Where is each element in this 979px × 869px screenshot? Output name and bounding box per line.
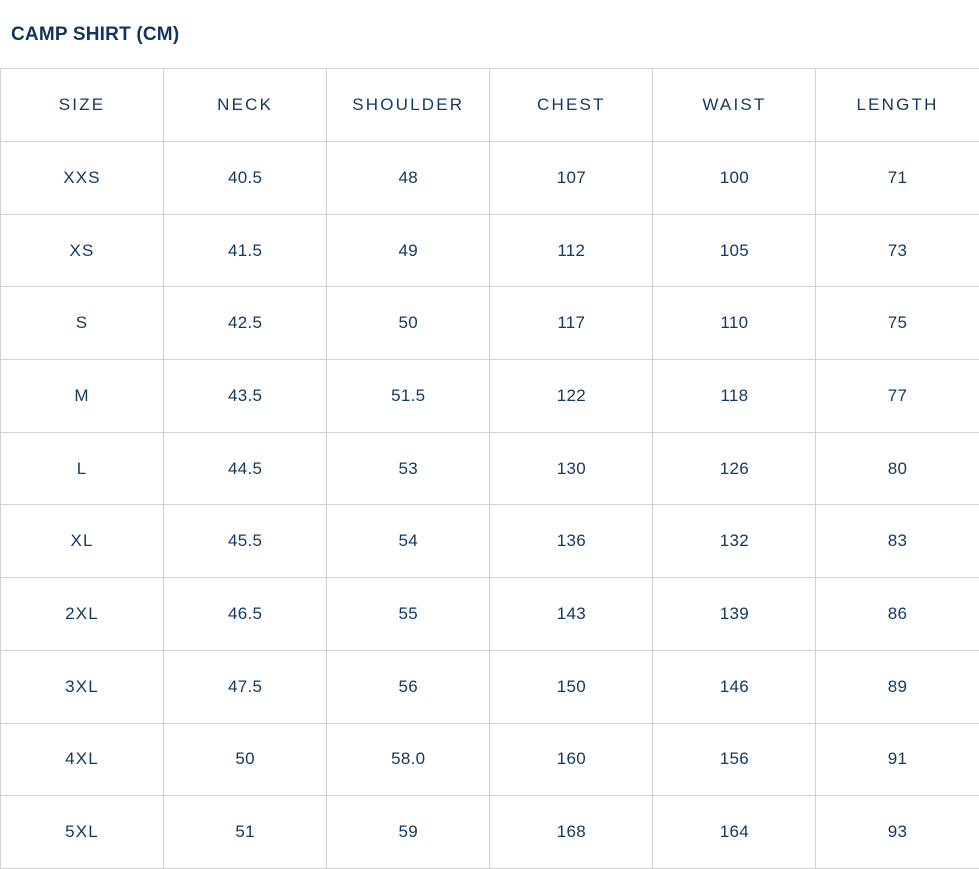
cell-neck: 44.5 — [164, 432, 327, 505]
cell-size: XXS — [1, 142, 164, 215]
column-header-waist: WAIST — [653, 69, 816, 142]
cell-shoulder: 58.0 — [327, 723, 490, 796]
table-header-row: SIZE NECK SHOULDER CHEST WAIST LENGTH — [1, 69, 979, 142]
table-row: M 43.5 51.5 122 118 77 — [1, 360, 979, 433]
cell-length: 80 — [816, 432, 979, 505]
cell-waist: 132 — [653, 505, 816, 578]
cell-shoulder: 56 — [327, 650, 490, 723]
cell-chest: 150 — [490, 650, 653, 723]
cell-waist: 126 — [653, 432, 816, 505]
cell-shoulder: 51.5 — [327, 360, 490, 433]
cell-size: M — [1, 360, 164, 433]
cell-waist: 156 — [653, 723, 816, 796]
cell-neck: 46.5 — [164, 578, 327, 651]
table-row: 4XL 50 58.0 160 156 91 — [1, 723, 979, 796]
cell-size: 4XL — [1, 723, 164, 796]
cell-neck: 50 — [164, 723, 327, 796]
cell-size: L — [1, 432, 164, 505]
cell-waist: 146 — [653, 650, 816, 723]
cell-chest: 143 — [490, 578, 653, 651]
table-row: 2XL 46.5 55 143 139 86 — [1, 578, 979, 651]
table-row: XL 45.5 54 136 132 83 — [1, 505, 979, 578]
cell-neck: 43.5 — [164, 360, 327, 433]
column-header-shoulder: SHOULDER — [327, 69, 490, 142]
cell-waist: 100 — [653, 142, 816, 215]
cell-chest: 160 — [490, 723, 653, 796]
table-header: SIZE NECK SHOULDER CHEST WAIST LENGTH — [1, 69, 979, 142]
cell-chest: 168 — [490, 796, 653, 869]
cell-neck: 40.5 — [164, 142, 327, 215]
cell-neck: 47.5 — [164, 650, 327, 723]
cell-neck: 45.5 — [164, 505, 327, 578]
cell-length: 71 — [816, 142, 979, 215]
cell-shoulder: 59 — [327, 796, 490, 869]
table-row: S 42.5 50 117 110 75 — [1, 287, 979, 360]
cell-chest: 130 — [490, 432, 653, 505]
cell-waist: 110 — [653, 287, 816, 360]
cell-length: 93 — [816, 796, 979, 869]
table-row: XS 41.5 49 112 105 73 — [1, 214, 979, 287]
cell-size: 5XL — [1, 796, 164, 869]
column-header-neck: NECK — [164, 69, 327, 142]
size-chart-table: SIZE NECK SHOULDER CHEST WAIST LENGTH XX… — [0, 68, 979, 869]
cell-shoulder: 54 — [327, 505, 490, 578]
table-body: XXS 40.5 48 107 100 71 XS 41.5 49 112 10… — [1, 142, 979, 869]
size-chart-page: CAMP SHIRT (CM) SIZE NECK SHOULDER CHEST… — [0, 0, 979, 841]
cell-shoulder: 53 — [327, 432, 490, 505]
cell-chest: 122 — [490, 360, 653, 433]
cell-neck: 51 — [164, 796, 327, 869]
cell-chest: 107 — [490, 142, 653, 215]
cell-length: 73 — [816, 214, 979, 287]
cell-chest: 112 — [490, 214, 653, 287]
cell-waist: 105 — [653, 214, 816, 287]
cell-length: 75 — [816, 287, 979, 360]
cell-size: 3XL — [1, 650, 164, 723]
cell-size: 2XL — [1, 578, 164, 651]
cell-waist: 118 — [653, 360, 816, 433]
page-title: CAMP SHIRT (CM) — [0, 0, 979, 68]
table-row: XXS 40.5 48 107 100 71 — [1, 142, 979, 215]
cell-shoulder: 55 — [327, 578, 490, 651]
cell-size: XL — [1, 505, 164, 578]
cell-size: S — [1, 287, 164, 360]
cell-neck: 42.5 — [164, 287, 327, 360]
cell-shoulder: 48 — [327, 142, 490, 215]
cell-size: XS — [1, 214, 164, 287]
cell-waist: 139 — [653, 578, 816, 651]
cell-length: 83 — [816, 505, 979, 578]
cell-chest: 117 — [490, 287, 653, 360]
cell-length: 86 — [816, 578, 979, 651]
cell-length: 91 — [816, 723, 979, 796]
cell-chest: 136 — [490, 505, 653, 578]
column-header-chest: CHEST — [490, 69, 653, 142]
cell-shoulder: 50 — [327, 287, 490, 360]
cell-neck: 41.5 — [164, 214, 327, 287]
table-row: 3XL 47.5 56 150 146 89 — [1, 650, 979, 723]
cell-length: 89 — [816, 650, 979, 723]
table-row: L 44.5 53 130 126 80 — [1, 432, 979, 505]
column-header-length: LENGTH — [816, 69, 979, 142]
column-header-size: SIZE — [1, 69, 164, 142]
table-row: 5XL 51 59 168 164 93 — [1, 796, 979, 869]
cell-waist: 164 — [653, 796, 816, 869]
cell-shoulder: 49 — [327, 214, 490, 287]
cell-length: 77 — [816, 360, 979, 433]
